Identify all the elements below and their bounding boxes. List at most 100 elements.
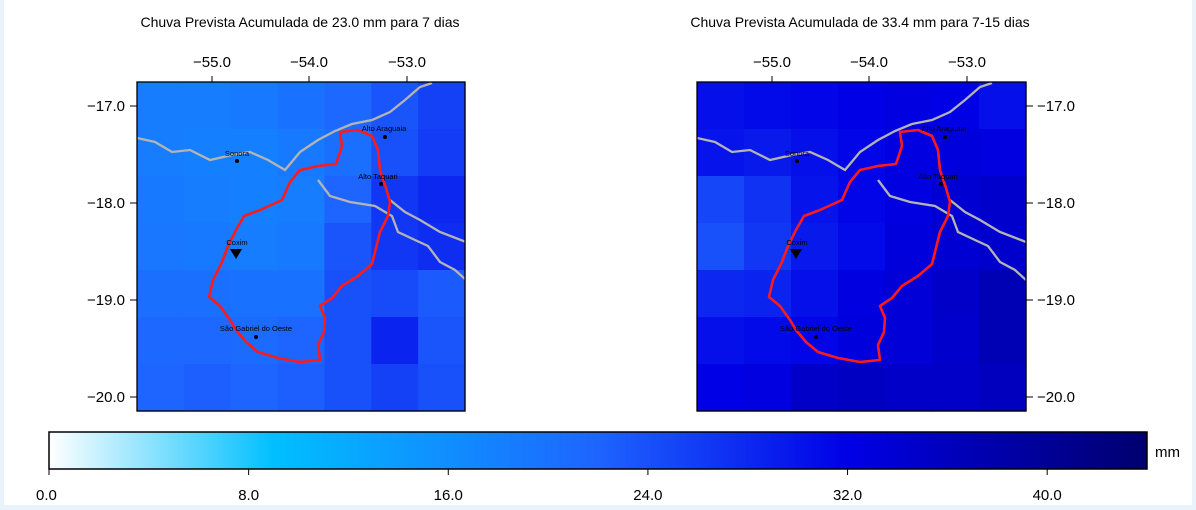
- lat-tick-label: −17.0: [1037, 98, 1075, 115]
- grid-cell: [791, 82, 839, 130]
- lat-tick-label: −20.0: [87, 389, 125, 406]
- grid-cell: [277, 317, 326, 365]
- grid-cell: [838, 223, 886, 271]
- grid-cell: [744, 317, 792, 365]
- grid-cell: [885, 223, 933, 271]
- grid-cell: [697, 223, 745, 271]
- colorbar: mm 0.0 8.0 16.0 24.0 32.0 40.0: [36, 431, 1180, 504]
- river: [389, 199, 465, 243]
- grid-cell: [418, 176, 466, 224]
- city-label: Coxim: [786, 238, 807, 247]
- grid-cell: [324, 317, 372, 365]
- grid-cell: [697, 176, 745, 224]
- river: [317, 179, 465, 281]
- colorbar-tick-label: 40.0: [1033, 487, 1062, 504]
- grid-cell: [277, 223, 326, 271]
- city-label: Sonora: [225, 149, 250, 158]
- lon-tick-label: −54.0: [850, 54, 888, 71]
- grid-cell: [137, 317, 185, 365]
- grid-cell: [791, 270, 839, 318]
- grid-cell: [183, 129, 232, 177]
- grid-cell: [744, 176, 792, 224]
- grid-cell: [371, 317, 419, 365]
- grid-cell: [744, 82, 792, 130]
- city-label: São Gabriel do Oeste: [780, 324, 852, 333]
- grid-cell: [183, 82, 232, 130]
- grid-cell: [418, 82, 466, 130]
- grid-cell: [979, 270, 1027, 318]
- grid-cell: [697, 364, 745, 412]
- grid-cell: [744, 129, 792, 177]
- grid-cell: [324, 364, 372, 412]
- grid-cell: [277, 364, 326, 412]
- grid-cell: [371, 82, 419, 130]
- grid-cell: [885, 270, 933, 318]
- city-label: São Gabriel do Oeste: [220, 324, 292, 333]
- outlet-station-marker: [790, 249, 802, 259]
- grid-cell: [324, 223, 372, 271]
- grid-cell: [885, 317, 933, 365]
- lat-tick-label: −18.0: [1037, 195, 1075, 212]
- river: [877, 179, 1026, 281]
- grid-cell: [371, 270, 419, 318]
- colorbar-unit: mm: [1155, 444, 1180, 461]
- rain-grid: [137, 82, 466, 412]
- lon-tick-label: −53.0: [948, 54, 986, 71]
- lon-tick-label: −53.0: [388, 54, 426, 71]
- city-label: Coxim: [226, 238, 247, 247]
- colorbar-tick-label: 24.0: [633, 487, 662, 504]
- lat-tick-label: −19.0: [1037, 292, 1075, 309]
- lat-tick-label: −19.0: [87, 292, 125, 309]
- map-title: Chuva Prevista Acumulada de 23.0 mm para…: [140, 14, 459, 30]
- lat-tick-label: −17.0: [87, 98, 125, 115]
- grid-cell: [137, 270, 185, 318]
- grid-cell: [932, 270, 980, 318]
- grid-cell: [838, 176, 886, 224]
- grid-cell: [371, 223, 419, 271]
- grid-cell: [418, 364, 466, 412]
- grid-cell: [979, 82, 1027, 130]
- grid-cell: [791, 223, 839, 271]
- map-title: Chuva Prevista Acumulada de 33.4 mm para…: [690, 14, 1029, 30]
- city-marker: [943, 135, 947, 139]
- colorbar-tick-label: 16.0: [434, 487, 463, 504]
- grid-cell: [371, 364, 419, 412]
- grid-cell: [979, 364, 1027, 412]
- colorbar-tick-label: 0.0: [36, 487, 57, 504]
- grid-cell: [277, 82, 326, 130]
- city-label: Sonora: [785, 149, 810, 158]
- city-marker: [814, 335, 818, 339]
- lon-tick-label: −55.0: [193, 54, 231, 71]
- map-7-15-days: Chuva Prevista Acumulada de 33.4 mm para…: [690, 14, 1075, 412]
- city-marker: [383, 135, 387, 139]
- grid-cell: [137, 223, 185, 271]
- grid-cell: [838, 364, 886, 412]
- grid-cell: [230, 270, 279, 318]
- grid-cell: [183, 176, 232, 224]
- grid-cell: [885, 129, 933, 177]
- grid-cell: [838, 82, 886, 130]
- colorbar-gradient: [48, 431, 1148, 470]
- city-label: Alto Taquari: [918, 172, 958, 181]
- lat-tick-label: −18.0: [87, 195, 125, 212]
- river: [949, 199, 1026, 244]
- grid-cell: [277, 176, 326, 224]
- grid-cell: [979, 129, 1027, 177]
- grid-cell: [418, 270, 466, 318]
- overlay-layer: [697, 82, 1026, 364]
- grid-cell: [979, 176, 1027, 224]
- grid-cell: [697, 82, 745, 130]
- grid-cell: [324, 129, 372, 177]
- city-marker: [379, 182, 383, 186]
- grid-cell: [697, 270, 745, 318]
- overlay-layer: [137, 82, 465, 364]
- grid-cell: [183, 317, 232, 365]
- grid-cell: [418, 317, 466, 365]
- grid-cell: [932, 82, 980, 130]
- colorbar-ticks: 0.0 8.0 16.0 24.0 32.0 40.0: [36, 469, 1062, 504]
- city-marker: [254, 335, 258, 339]
- grid-cell: [744, 223, 792, 271]
- map-frame: [136, 81, 466, 412]
- grid-cell: [418, 129, 466, 177]
